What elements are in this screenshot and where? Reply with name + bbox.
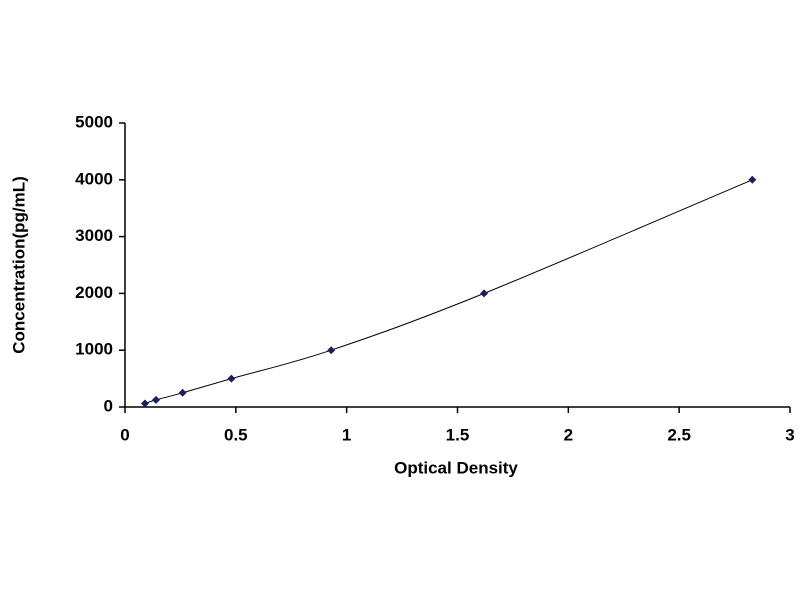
data-point	[480, 289, 489, 298]
y-axis-label: Concentration(pg/mL)	[9, 176, 28, 354]
data-point	[140, 399, 149, 408]
x-tick-label: 3	[785, 425, 794, 444]
x-tick-label: 0	[120, 425, 129, 444]
y-tick-label: 3000	[75, 226, 113, 245]
y-tick-label: 4000	[75, 169, 113, 188]
data-point	[748, 175, 757, 184]
y-tick-label: 1000	[75, 340, 113, 359]
data-point	[327, 346, 336, 355]
x-tick-label: 0.5	[224, 425, 248, 444]
x-tick-label: 2.5	[667, 425, 691, 444]
data-point	[227, 374, 236, 383]
data-point	[152, 395, 161, 404]
x-tick-label: 2	[564, 425, 573, 444]
x-tick-label: 1.5	[446, 425, 470, 444]
y-tick-label: 0	[104, 396, 113, 415]
y-tick-label: 2000	[75, 283, 113, 302]
x-tick-label: 1	[342, 425, 351, 444]
x-axis-label: Optical Density	[394, 458, 518, 477]
data-point	[178, 388, 187, 397]
y-tick-label: 5000	[75, 112, 113, 131]
trend-line	[144, 179, 753, 404]
